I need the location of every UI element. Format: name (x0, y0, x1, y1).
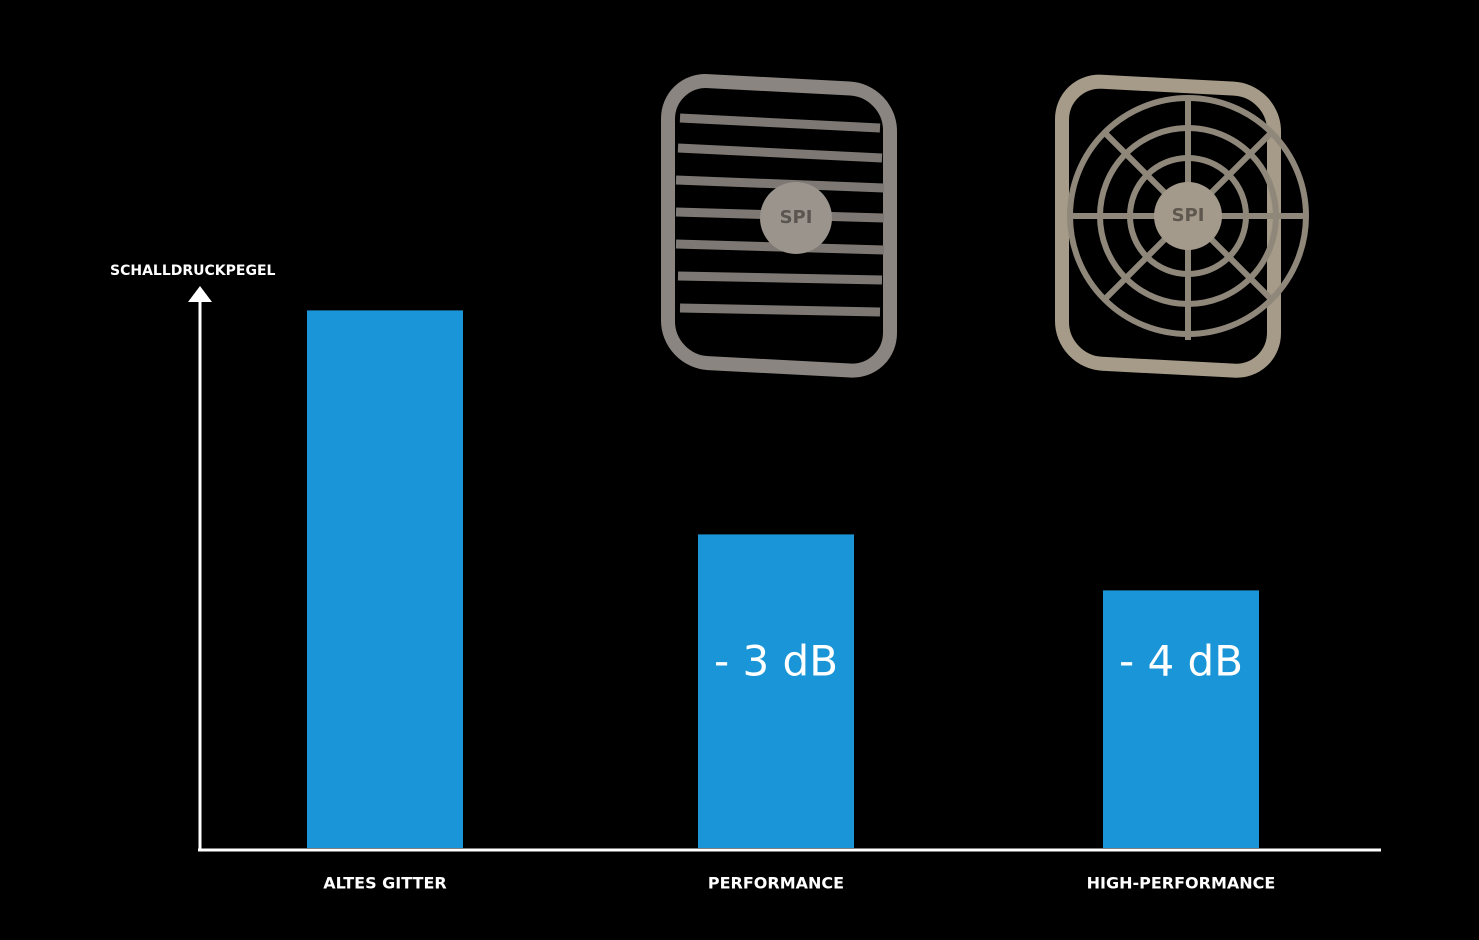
x-tick-label: ALTES GITTER (323, 874, 446, 893)
grille-logo: SPI (1172, 205, 1205, 226)
y-axis-arrow (188, 286, 212, 302)
bar-annotation: - 3 dB (714, 637, 838, 686)
bar (1103, 590, 1259, 848)
x-tick-label: HIGH-PERFORMANCE (1087, 874, 1276, 893)
grille-performance: SPI (661, 74, 897, 378)
y-axis-title: SCHALLDRUCKPEGEL (110, 263, 276, 279)
bar (307, 310, 463, 848)
bar-annotation: - 4 dB (1119, 637, 1243, 686)
grille-high-performance: SPI (1055, 74, 1309, 378)
grille-logo: SPI (780, 207, 813, 228)
x-tick-label: PERFORMANCE (708, 874, 844, 893)
bar (698, 534, 854, 848)
